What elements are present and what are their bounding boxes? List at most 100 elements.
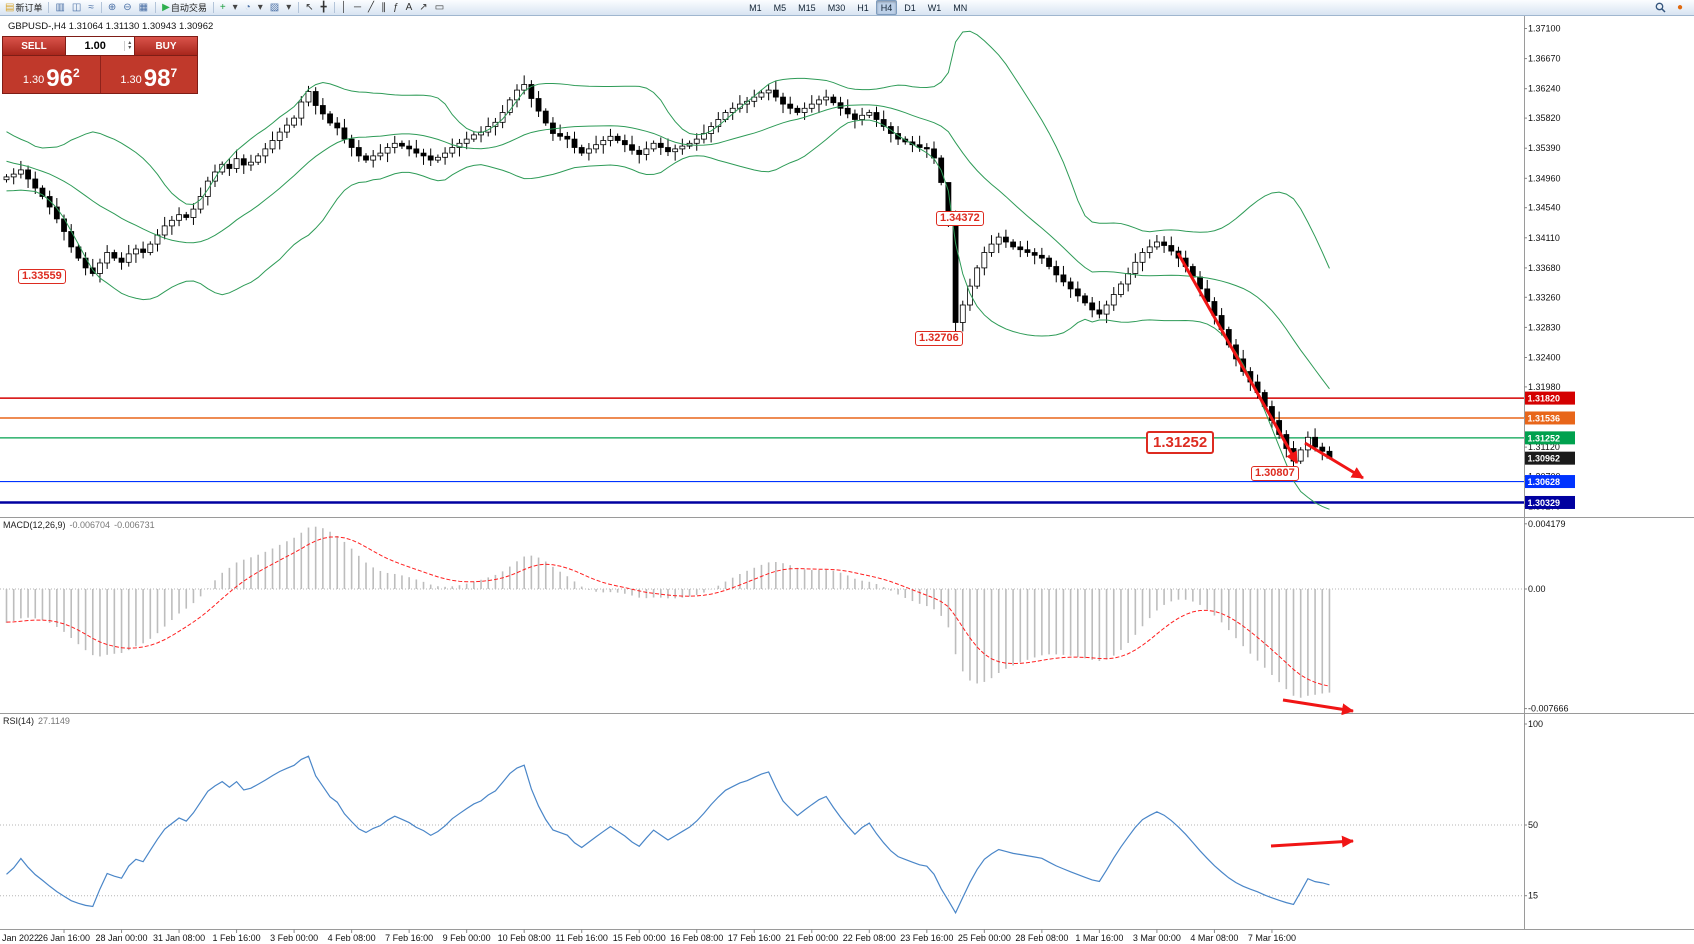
- zoom-out-button[interactable]: ⊖: [121, 1, 134, 14]
- sell-price-big-digits: 96: [46, 65, 73, 92]
- svg-text:15: 15: [1528, 891, 1538, 901]
- arrow-tool-button[interactable]: ↗: [417, 1, 430, 14]
- svg-text:1.33680: 1.33680: [1528, 263, 1561, 273]
- svg-text:1.32400: 1.32400: [1528, 353, 1561, 363]
- volume-spinner[interactable]: ▴ ▾: [124, 40, 134, 51]
- shapes-button[interactable]: ▭: [433, 1, 447, 14]
- zoom-in-icon: ⊕: [107, 2, 117, 13]
- buy-price-big-digits: 98: [143, 65, 171, 92]
- panel-frame: [0, 16, 1694, 930]
- chart-ohlc-header: GBPUSD-,H4 1.31064 1.31130 1.30943 1.309…: [8, 21, 214, 32]
- price-axis: 1.37100 1.36670 1.36240 1.35820 1.35390 1.349…: [1524, 24, 1575, 512]
- notification-button[interactable]: ●: [1675, 1, 1686, 14]
- buy-button[interactable]: BUY: [135, 37, 197, 55]
- arrow-tool-icon: ↗: [419, 2, 428, 13]
- fibonacci-button[interactable]: ƒ: [391, 1, 402, 14]
- periods-dropdown[interactable]: ▾: [256, 1, 266, 14]
- crosshair-icon: ╋: [320, 2, 327, 13]
- svg-text:10 Feb 08:00: 10 Feb 08:00: [498, 933, 551, 943]
- templates-button[interactable]: ▨: [268, 1, 282, 14]
- svg-text:1.35390: 1.35390: [1528, 143, 1561, 153]
- crosshair-button[interactable]: ╋: [319, 1, 330, 14]
- svg-text:28 Feb 08:00: 28 Feb 08:00: [1015, 933, 1068, 943]
- svg-text:17 Feb 16:00: 17 Feb 16:00: [728, 933, 781, 943]
- chart-candles-button[interactable]: ◫: [70, 1, 84, 14]
- text-button[interactable]: A: [404, 1, 416, 14]
- price-annotation: 1.31252: [1146, 431, 1215, 454]
- svg-text:23 Feb 16:00: 23 Feb 16:00: [900, 933, 953, 943]
- templates-dropdown[interactable]: ▾: [284, 1, 294, 14]
- chart-candles-icon: ◫: [71, 2, 82, 13]
- toolbar-separator: [155, 2, 157, 13]
- svg-text:1.32830: 1.32830: [1528, 322, 1561, 332]
- timeframe-h4-button[interactable]: H4: [875, 0, 898, 15]
- horizontal-line-button[interactable]: ─: [352, 1, 364, 14]
- indicators-button[interactable]: +: [218, 1, 229, 14]
- cursor-button[interactable]: ↖: [303, 1, 316, 14]
- svg-text:26 Jan 16:00: 26 Jan 16:00: [38, 933, 90, 943]
- autotrade-icon: ▶: [162, 2, 170, 13]
- svg-text:1.31820: 1.31820: [1528, 394, 1561, 404]
- timeframe-h1-button[interactable]: H1: [857, 2, 869, 13]
- toolbar-separator: [100, 2, 102, 13]
- periods-icon: ▾: [257, 2, 263, 13]
- sell-price-display[interactable]: 1.30 96 2: [3, 56, 101, 93]
- chart-bars-button[interactable]: ▥: [53, 1, 67, 14]
- svg-text:1.34110: 1.34110: [1528, 233, 1560, 243]
- volume-input[interactable]: [66, 40, 125, 52]
- chart-bars-icon: ▥: [55, 2, 65, 13]
- svg-text:1.34540: 1.34540: [1528, 203, 1561, 213]
- buy-price-prefix: 1.30: [120, 74, 142, 86]
- svg-text:9 Feb 00:00: 9 Feb 00:00: [443, 933, 491, 943]
- sell-button[interactable]: SELL: [3, 37, 65, 55]
- autotrade-button[interactable]: ▶ 自动交易: [160, 1, 209, 14]
- svg-text:15 Feb 00:00: 15 Feb 00:00: [613, 933, 666, 943]
- text-icon: A: [405, 2, 413, 13]
- timeframe-d1-button[interactable]: D1: [904, 2, 916, 13]
- svg-text:28 Jan 00:00: 28 Jan 00:00: [96, 933, 148, 943]
- timeframe-w1-button[interactable]: W1: [927, 2, 942, 13]
- timeframe-m30-button[interactable]: M30: [827, 2, 846, 13]
- new-order-button[interactable]: ▤ 新订单: [3, 1, 44, 14]
- rsi-indicator-label: RSI(14) 27.1149: [3, 716, 70, 726]
- chart-line-icon: ≈: [88, 2, 94, 13]
- indicators-dropdown[interactable]: ▾: [231, 1, 241, 14]
- timeframe-m1-button[interactable]: M1: [749, 2, 762, 13]
- svg-text:21 Feb 00:00: 21 Feb 00:00: [785, 933, 838, 943]
- shapes-icon: ▭: [434, 2, 445, 13]
- one-click-trading-widget: SELL ▴ ▾ BUY 1.30 96 2 1.30 98 7: [2, 36, 198, 94]
- channel-button[interactable]: ∥: [379, 1, 389, 14]
- chart-line-button[interactable]: ≈: [86, 1, 97, 14]
- timeframe-m15-button[interactable]: M15: [798, 2, 816, 13]
- svg-text:25 Feb 00:00: 25 Feb 00:00: [958, 933, 1011, 943]
- svg-text:1.36670: 1.36670: [1528, 54, 1561, 64]
- spin-down-icon[interactable]: ▾: [128, 45, 132, 51]
- timeframe-m5-button[interactable]: M5: [773, 2, 787, 13]
- vertical-line-button[interactable]: │: [339, 1, 350, 14]
- svg-text:22 Feb 08:00: 22 Feb 08:00: [843, 933, 896, 943]
- periods-button[interactable]: ◔: [243, 1, 254, 14]
- svg-text:100: 100: [1528, 719, 1543, 729]
- svg-text:-0.007666: -0.007666: [1528, 704, 1569, 714]
- zoom-in-button[interactable]: ⊕: [106, 1, 119, 14]
- svg-text:1.30962: 1.30962: [1528, 454, 1561, 464]
- search-icon: [1655, 2, 1666, 13]
- svg-text:1.30628: 1.30628: [1528, 477, 1561, 487]
- macd-indicator-label: MACD(12,26,9) -0.006704 -0.006731: [3, 520, 155, 530]
- trend-arrows: [1176, 252, 1364, 848]
- timeframe-mn-button[interactable]: MN: [953, 2, 968, 13]
- templates-icon: ▨: [269, 2, 280, 13]
- notification-icon: ●: [1676, 2, 1683, 13]
- autotrade-button-label: 自动交易: [170, 3, 207, 13]
- svg-text:0.004179: 0.004179: [1528, 519, 1566, 529]
- search-button[interactable]: [1653, 1, 1668, 14]
- trendline-button[interactable]: ╱: [366, 1, 377, 14]
- templates-icon: ▾: [286, 2, 292, 13]
- spin-up-icon[interactable]: ▴: [128, 40, 132, 46]
- new-order-icon: ▤: [5, 2, 15, 13]
- tile-windows-button[interactable]: ▦: [137, 1, 151, 14]
- buy-price-display[interactable]: 1.30 98 7: [101, 56, 198, 93]
- svg-text:1.30329: 1.30329: [1528, 498, 1561, 508]
